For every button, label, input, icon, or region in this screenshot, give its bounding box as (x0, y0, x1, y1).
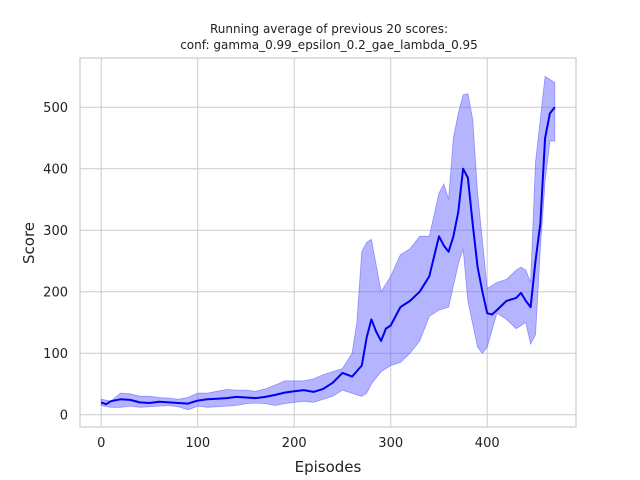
y-tick-label: 0 (60, 409, 68, 424)
y-tick-label: 500 (43, 101, 68, 116)
confidence-band (100, 75, 556, 411)
y-tick-label: 300 (43, 224, 68, 239)
y-tick-label: 400 (43, 163, 68, 178)
x-tick-label: 200 (282, 436, 307, 451)
y-ticks: 0 100 200 300 400 500 (43, 101, 68, 424)
score-line (100, 106, 556, 406)
grid (80, 58, 576, 427)
plot-frame (79, 57, 577, 428)
y-tick-label: 100 (43, 347, 68, 362)
x-tick-label: 300 (378, 436, 403, 451)
x-ticks: 0 100 200 300 400 (97, 436, 500, 451)
chart-title-line2: conf: gamma_0.99_epsilon_0.2_gae_lambda_… (180, 38, 478, 52)
y-tick-label: 200 (43, 286, 68, 301)
plot-area (100, 75, 556, 411)
chart-title-line1: Running average of previous 20 scores: (210, 22, 448, 36)
x-tick-label: 0 (97, 436, 105, 451)
x-tick-label: 400 (475, 436, 500, 451)
x-axis-label: Episodes (295, 458, 362, 476)
x-tick-label: 100 (185, 436, 210, 451)
y-axis-label: Score (20, 222, 38, 264)
